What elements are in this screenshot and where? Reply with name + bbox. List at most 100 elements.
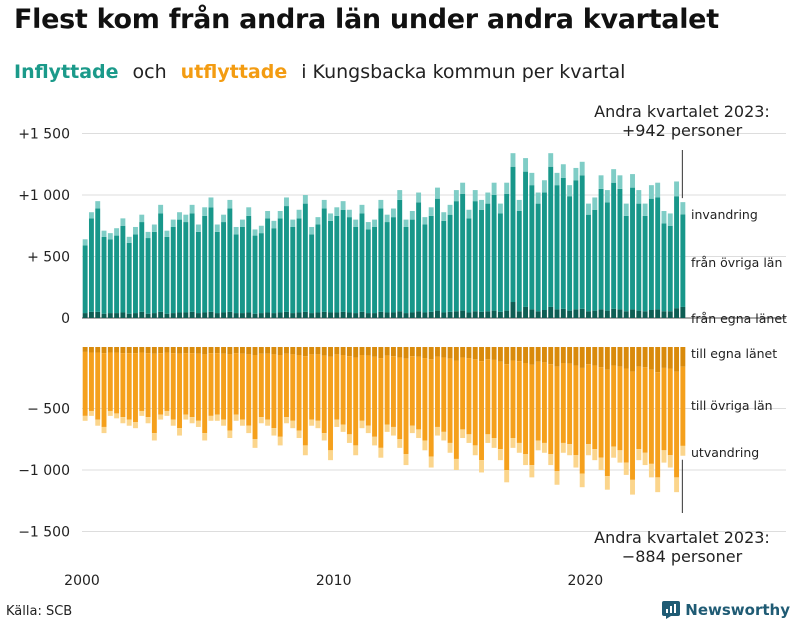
bar-in-immigration — [460, 182, 466, 194]
bar-out-other — [290, 354, 296, 421]
bar-in-immigration — [365, 222, 371, 230]
y-tick-label: + 500 — [27, 250, 70, 266]
subtitle-utflyttade: utflyttade — [180, 61, 288, 83]
bar-in-other — [372, 226, 378, 314]
bar-out-county — [158, 347, 164, 354]
bar-out-county — [554, 347, 560, 367]
bar-out-emigration — [491, 438, 497, 448]
bar-out-county — [680, 347, 686, 367]
bar-in-county — [258, 313, 264, 318]
bar-out-emigration — [315, 420, 321, 429]
bar-in-county — [221, 312, 227, 318]
bar-in-immigration — [145, 231, 151, 239]
bar-out-emigration — [328, 450, 333, 461]
bar-in-immigration — [586, 203, 591, 215]
bar-out-emigration — [504, 470, 510, 483]
bar-out-other — [573, 365, 579, 456]
bar-in-county — [416, 311, 422, 318]
bar-out-county — [390, 347, 396, 357]
bar-out-other — [164, 352, 170, 411]
bar-in-immigration — [403, 219, 409, 227]
bar-out-county — [397, 347, 403, 358]
bar-in-immigration — [397, 190, 403, 200]
bar-in-immigration — [479, 199, 484, 210]
bar-out-emigration — [334, 419, 340, 427]
bar-in-other — [177, 219, 182, 313]
bar-in-county — [554, 309, 560, 318]
bar-out-other — [409, 356, 415, 426]
bar-out-emigration — [290, 420, 296, 429]
bar-in-other — [265, 218, 271, 313]
bar-out-other — [265, 353, 271, 420]
bar-in-immigration — [529, 172, 535, 186]
bar-in-immigration — [422, 217, 428, 225]
bar-in-county — [195, 313, 201, 318]
bar-out-emigration — [133, 422, 138, 429]
bar-in-county — [114, 313, 120, 318]
bar-in-other — [667, 225, 673, 312]
bar-in-immigration — [133, 226, 138, 235]
newsworthy-logo[interactable]: Newsworthy — [662, 601, 790, 619]
bar-in-immigration — [246, 207, 252, 216]
bar-out-emigration — [623, 462, 629, 475]
bar-out-other — [680, 366, 686, 446]
bar-out-county — [221, 347, 227, 354]
bar-in-other — [315, 224, 321, 313]
bar-in-immigration — [139, 214, 145, 223]
bar-in-other — [529, 185, 535, 310]
bar-in-county — [365, 313, 371, 318]
bar-out-county — [535, 347, 541, 362]
bar-out-other — [195, 353, 201, 421]
chart-axes: +1 500 +1 000 + 500 0 − 500 −1 000 −1 500 2000 2… — [18, 127, 603, 590]
bar-out-county — [548, 347, 554, 365]
bar-out-county — [661, 347, 667, 368]
bar-in-immigration — [302, 195, 308, 204]
bar-out-emigration — [183, 414, 189, 420]
bar-in-immigration — [258, 225, 264, 234]
bar-out-other — [630, 371, 635, 480]
bar-out-county — [170, 347, 176, 354]
bar-out-emigration — [680, 445, 686, 456]
bar-out-emigration — [189, 417, 195, 424]
bar-out-other — [277, 354, 283, 437]
y-tick-label: +1 000 — [18, 188, 70, 204]
bar-out-other — [416, 356, 422, 430]
bar-in-other — [541, 192, 547, 311]
bar-out-county — [523, 347, 529, 363]
bar-out-county — [567, 347, 573, 364]
bar-in-county — [378, 311, 384, 318]
bar-out-other — [315, 354, 321, 421]
bar-in-other — [133, 234, 138, 314]
bar-in-other — [252, 235, 258, 314]
bar-out-other — [372, 356, 378, 437]
chart-labels: Andra kvartalet 2023:+942 personerAndra … — [594, 102, 787, 566]
bar-in-immigration — [535, 192, 541, 204]
bar-in-immigration — [284, 197, 289, 207]
bar-in-immigration — [516, 199, 522, 211]
bar-out-county — [416, 347, 422, 357]
bar-in-immigration — [573, 167, 579, 181]
bar-in-immigration — [617, 175, 623, 189]
bar-out-other — [592, 365, 598, 450]
bar-in-other — [617, 188, 623, 310]
bar-in-other — [271, 228, 277, 314]
bar-out-other — [120, 353, 126, 418]
bar-in-county — [491, 310, 497, 318]
bar-out-emigration — [302, 445, 308, 456]
bar-out-emigration — [535, 440, 541, 451]
bar-in-other — [183, 222, 189, 313]
bar-out-county — [120, 347, 126, 354]
bar-out-other — [384, 355, 390, 425]
bar-in-county — [164, 313, 170, 318]
bar-out-emigration — [139, 410, 145, 416]
subtitle: Inflyttade och utflyttade i Kungsbacka komm… — [14, 61, 625, 83]
bar-in-county — [227, 311, 233, 318]
bar-out-emigration — [95, 419, 101, 426]
annotation-bottom-line2: −884 personer — [622, 547, 743, 566]
bar-out-county — [265, 347, 271, 354]
y-tick-label: 0 — [61, 311, 70, 327]
bar-in-county — [497, 311, 503, 318]
bar-in-other — [239, 226, 245, 314]
bar-in-immigration — [221, 214, 227, 223]
bar-out-emigration — [560, 442, 566, 453]
